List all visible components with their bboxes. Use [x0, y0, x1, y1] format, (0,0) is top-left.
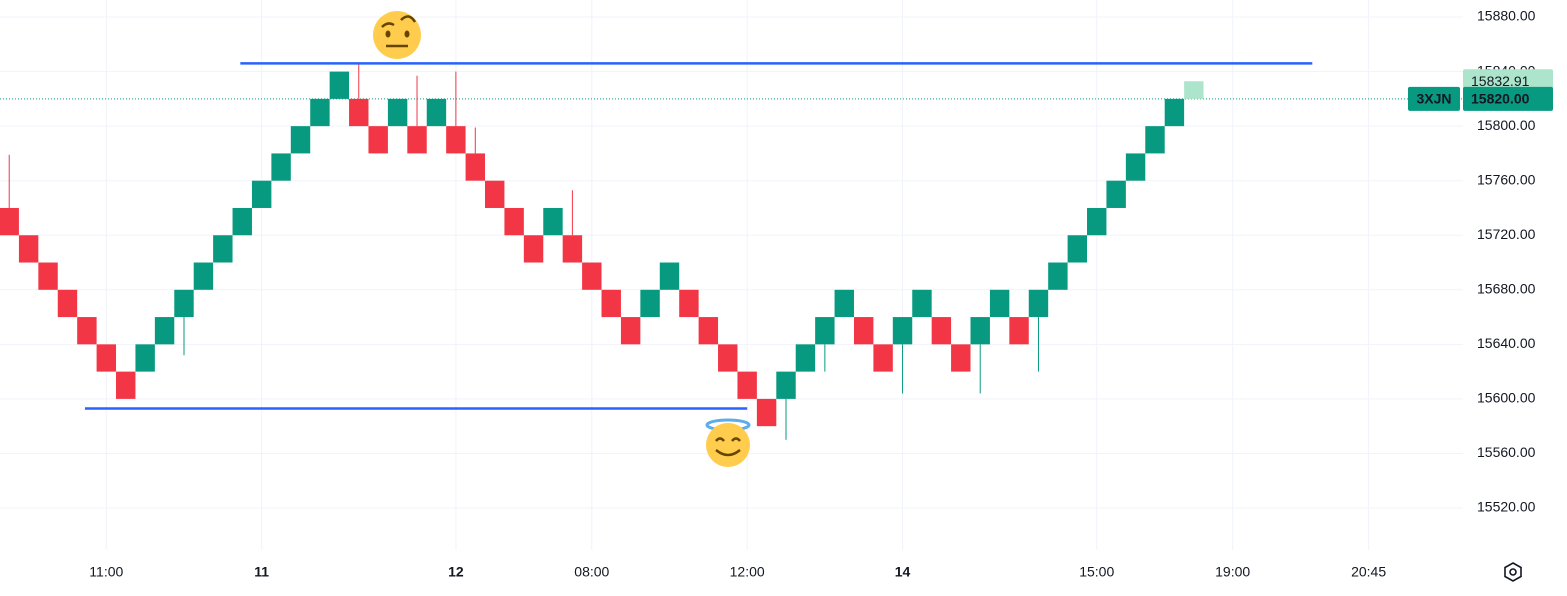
brick — [135, 344, 155, 372]
brick — [1125, 153, 1146, 181]
brick — [659, 262, 680, 290]
brick — [834, 289, 854, 318]
brick — [232, 207, 252, 236]
brick — [407, 126, 427, 154]
brick — [873, 344, 893, 372]
x-tick-label: 12 — [448, 564, 464, 580]
symbol-label: 3XJN — [1416, 91, 1451, 107]
brick — [698, 317, 719, 345]
brick — [931, 317, 952, 345]
y-tick-label: 15800.00 — [1477, 117, 1536, 133]
brick — [485, 180, 505, 208]
y-tick-label: 15680.00 — [1477, 280, 1536, 296]
brick — [38, 262, 58, 290]
price-label: 15820.00 — [1471, 91, 1530, 107]
brick — [116, 371, 136, 399]
brick — [1009, 317, 1029, 345]
brick — [465, 153, 485, 181]
brick — [329, 71, 350, 99]
brick — [1106, 180, 1126, 208]
brick — [601, 289, 621, 318]
brick — [718, 344, 738, 372]
brick — [18, 235, 39, 263]
x-tick-label: 12:00 — [730, 564, 765, 580]
brick — [523, 235, 544, 263]
x-tick-label: 11 — [254, 564, 269, 580]
y-tick-label: 15760.00 — [1477, 171, 1536, 187]
brick — [57, 289, 78, 318]
settings-icon[interactable] — [1504, 562, 1522, 582]
brick — [989, 289, 1010, 318]
brick — [853, 317, 874, 345]
brick — [77, 317, 97, 345]
y-tick-label: 15560.00 — [1477, 444, 1536, 460]
brick — [892, 317, 913, 345]
x-tick-label: 20:45 — [1351, 564, 1386, 580]
price-label: 15832.91 — [1471, 73, 1530, 89]
brick — [154, 317, 175, 345]
brick — [620, 317, 641, 345]
brick — [1164, 98, 1185, 127]
emoji-halo — [705, 418, 751, 467]
brick — [1067, 235, 1088, 263]
x-tick-label: 11:00 — [89, 564, 123, 580]
brick — [290, 126, 311, 154]
y-tick-label: 15880.00 — [1477, 8, 1536, 24]
brick — [446, 126, 466, 154]
brick — [310, 98, 330, 127]
brick — [368, 126, 388, 154]
brick — [349, 98, 369, 127]
x-tick-label: 15:00 — [1079, 564, 1114, 580]
brick — [1087, 207, 1107, 236]
x-tick-label: 14 — [895, 564, 911, 580]
brick — [756, 398, 777, 427]
brick — [543, 207, 563, 236]
brick — [815, 317, 835, 345]
brick — [271, 153, 291, 181]
brick — [213, 235, 233, 263]
y-tick-label: 15720.00 — [1477, 226, 1536, 242]
projected-brick — [1184, 81, 1204, 99]
brick — [504, 207, 524, 236]
brick — [582, 262, 602, 290]
brick — [174, 289, 194, 318]
brick — [737, 371, 757, 399]
brick — [193, 262, 214, 290]
brick — [251, 180, 272, 208]
brick — [387, 98, 408, 127]
y-tick-label: 15640.00 — [1477, 335, 1536, 351]
y-tick-label: 15600.00 — [1477, 390, 1536, 406]
brick — [426, 98, 447, 127]
brick — [1145, 126, 1165, 154]
brick — [951, 344, 971, 372]
brick — [776, 371, 796, 399]
brick — [0, 207, 19, 236]
brick — [912, 289, 932, 318]
symbol-label-box — [1408, 86, 1460, 111]
emoji-raised-eyebrow — [373, 11, 421, 59]
brick — [795, 344, 816, 372]
brick — [562, 235, 583, 263]
x-tick-label: 19:00 — [1215, 564, 1250, 580]
brick — [1028, 289, 1049, 318]
y-tick-label: 15520.00 — [1477, 499, 1536, 515]
brick — [1048, 262, 1068, 290]
brick — [679, 289, 699, 318]
price-label-box — [1463, 86, 1553, 111]
brick — [640, 289, 660, 318]
brick — [96, 344, 117, 372]
brick — [970, 317, 990, 345]
x-tick-label: 08:00 — [574, 564, 609, 580]
